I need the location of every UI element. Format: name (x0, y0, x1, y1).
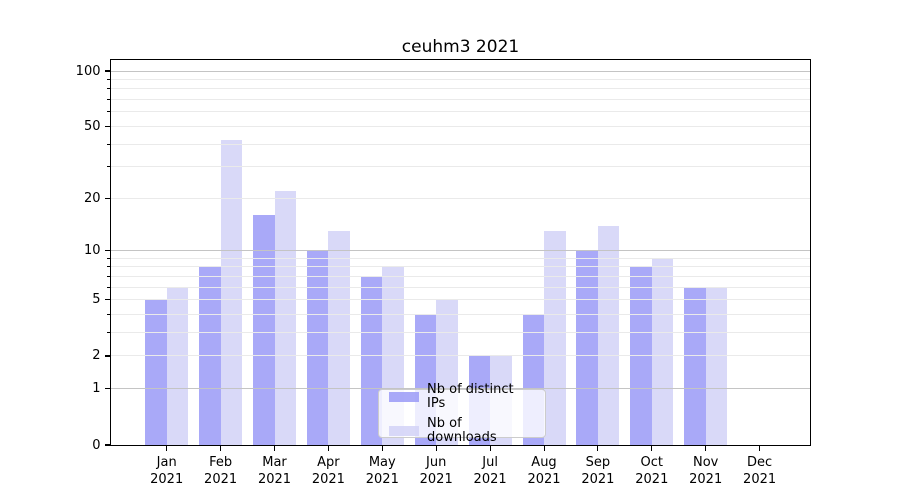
x-tick-nov (705, 446, 707, 451)
bar-aug-downloads (544, 231, 566, 445)
y-tick-1 (104, 388, 110, 390)
gridline-minor-20 (111, 197, 810, 199)
gridline-major-10 (111, 250, 810, 252)
gridline-minor-4 (111, 314, 810, 316)
gridline-major-1 (111, 388, 810, 390)
y-tick-minor-6 (107, 286, 110, 288)
legend-entry-downloads: Nb of downloads (389, 415, 535, 445)
x-tick-label-dec: Dec 2021 (743, 455, 777, 487)
y-tick-minor-9 (107, 257, 110, 259)
x-tick-label-jun: Jun 2021 (419, 455, 453, 487)
bar-apr-ips (306, 250, 329, 445)
x-tick-label-jan: Jan 2021 (150, 455, 184, 487)
x-tick-label-sep: Sep 2021 (581, 455, 615, 487)
y-tick-minor-3 (107, 332, 110, 334)
y-tick-minor-8 (107, 266, 110, 268)
y-tick-minor-30 (107, 166, 110, 168)
gridline-minor-2 (111, 355, 810, 357)
y-tick-10 (104, 249, 110, 252)
bar-sep-downloads (597, 225, 620, 445)
x-tick-label-feb: Feb 2021 (204, 455, 238, 487)
gridline-minor-6 (111, 286, 810, 288)
gridline-minor-80 (111, 88, 810, 90)
legend-swatch-downloads (389, 425, 419, 436)
y-tick-minor-7 (107, 275, 110, 277)
bar-jan-downloads (166, 287, 189, 445)
x-tick-apr (327, 446, 329, 451)
gridline-minor-30 (111, 166, 810, 168)
legend-entry-distinct-ips: Nb of distinct IPs (389, 381, 535, 411)
x-tick-feb (220, 446, 222, 451)
y-tick-minor-40 (107, 143, 110, 145)
legend-label-distinct-ips: Nb of distinct IPs (427, 381, 514, 411)
legend-label-downloads: Nb of downloads (427, 415, 497, 445)
y-tick-label: 20 (83, 190, 101, 206)
x-tick-label-nov: Nov 2021 (689, 455, 723, 487)
x-tick-sep (597, 446, 599, 451)
x-tick-label-oct: Oct 2021 (635, 455, 669, 487)
gridline-minor-50 (111, 125, 810, 127)
bar-nov-ips (684, 287, 706, 445)
chart-title: ceuhm3 2021 (401, 37, 520, 57)
gridline-minor-8 (111, 266, 810, 268)
bar-oct-downloads (651, 258, 674, 445)
gridline-minor-40 (111, 143, 810, 145)
gridline-major-100 (111, 70, 810, 72)
y-tick-20 (104, 197, 110, 199)
gridline-minor-90 (111, 78, 810, 80)
x-tick-may (381, 446, 383, 451)
y-tick-0 (104, 444, 110, 446)
gridline-minor-70 (111, 99, 810, 101)
x-tick-jan (166, 446, 168, 451)
bar-mar-downloads (274, 190, 296, 445)
x-tick-label-jul: Jul 2021 (473, 455, 507, 487)
x-tick-label-may: May 2021 (365, 455, 399, 487)
x-tick-label-apr: Apr 2021 (311, 455, 345, 487)
x-tick-aug (543, 446, 545, 451)
bar-feb-downloads (220, 140, 243, 445)
y-tick-minor-60 (107, 111, 110, 113)
y-tick-50 (104, 125, 110, 127)
gridline-minor-60 (111, 111, 810, 113)
y-tick-100 (104, 70, 110, 72)
legend: Nb of distinct IPs Nb of downloads (378, 382, 546, 444)
x-tick-label-mar: Mar 2021 (257, 455, 292, 487)
y-tick-label: 2 (92, 348, 101, 364)
y-tick-5 (104, 299, 110, 301)
y-tick-minor-4 (107, 314, 110, 316)
legend-swatch-distinct-ips (389, 391, 419, 402)
y-tick-minor-80 (107, 88, 110, 90)
x-tick-oct (651, 446, 653, 451)
y-tick-label: 100 (75, 63, 101, 79)
y-tick-label: 10 (83, 243, 101, 259)
plot-area (110, 58, 811, 446)
gridline-minor-5 (111, 299, 810, 301)
bar-mar-ips (253, 215, 275, 445)
gridline-minor-9 (111, 257, 810, 259)
y-tick-minor-70 (107, 99, 110, 101)
y-tick-label: 50 (83, 118, 101, 134)
x-tick-label-aug: Aug 2021 (527, 455, 561, 487)
gridline-minor-7 (111, 275, 810, 277)
y-tick-label: 1 (92, 381, 101, 397)
bar-sep-ips (576, 250, 598, 445)
bar-nov-downloads (705, 287, 728, 445)
y-tick-2 (104, 355, 110, 357)
x-tick-dec (759, 446, 761, 451)
x-tick-mar (274, 446, 275, 451)
y-tick-minor-90 (107, 78, 110, 80)
y-tick-label: 5 (92, 292, 101, 308)
x-tick-jul (489, 446, 491, 451)
gridline-minor-3 (111, 332, 810, 334)
y-tick-label: 0 (92, 437, 101, 453)
bar-jan-ips (145, 299, 167, 445)
x-tick-jun (435, 446, 437, 451)
bar-may-ips (360, 276, 383, 445)
bar-apr-downloads (328, 231, 350, 445)
